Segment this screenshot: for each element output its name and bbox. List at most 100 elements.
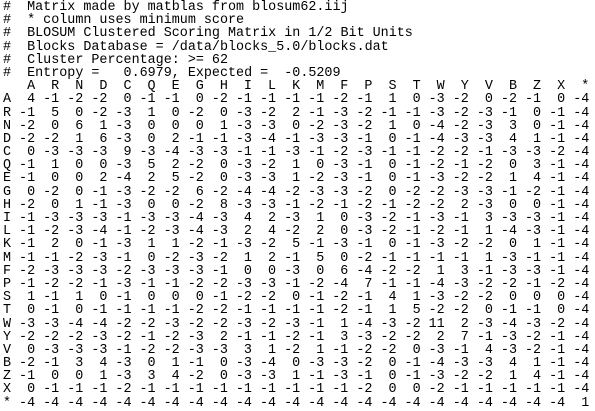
score-cell: -1: [404, 145, 421, 161]
score-cell: -1: [452, 211, 469, 226]
score-cell: -2: [308, 276, 325, 292]
score-cell: -2: [404, 316, 421, 332]
score-cell: -1: [549, 211, 566, 226]
score-cell: -1: [404, 105, 421, 121]
score-cell: -2: [43, 224, 60, 240]
score-cell: -1: [115, 303, 132, 319]
score-cell: -2: [163, 329, 180, 345]
score-cell: 1: [533, 356, 542, 372]
score-cell: -1: [115, 290, 132, 306]
score-cell: -3: [284, 211, 301, 226]
score-cell: -2: [187, 237, 204, 253]
score-cell: 0: [99, 290, 108, 306]
score-cell: 4: [171, 369, 180, 385]
matrix-row: F -2 -3 -3 -3 -2 -3 -3 -3 -1 0 0 -3 0 6 -4 -2 -2 1 3 -1 -3 -3-…: [3, 263, 589, 279]
score-cell: -3: [43, 263, 60, 279]
score-cell: 0: [533, 118, 542, 134]
score-cell: -3: [476, 316, 493, 332]
score-cell: 0: [75, 303, 84, 319]
matrix-row: * -4 -4 -4 -4 -4 -4 -4 -4 -4 -4 -4 -4 -4 -4 -4 -4 -4 -4 -4-…: [3, 396, 589, 410]
score-cell: -1: [91, 303, 108, 319]
score-cell: 3: [75, 356, 84, 372]
score-cell: -1: [308, 303, 325, 319]
score-cell: -4: [332, 276, 349, 292]
score-cell: -1: [139, 329, 156, 345]
score-cell: 0: [388, 369, 397, 385]
score-cell: -2: [380, 211, 397, 226]
score-cell: 4: [508, 131, 517, 147]
score-cell: -1: [452, 158, 469, 174]
score-cell: -3: [428, 290, 445, 306]
score-cell: -1: [235, 329, 252, 345]
score-cell: -1: [43, 356, 60, 372]
score-cell: -3: [284, 316, 301, 332]
score-cell: 1: [75, 131, 84, 147]
score-cell: -1: [500, 382, 517, 398]
score-cell: 7: [460, 329, 469, 345]
score-cell: -1: [19, 237, 36, 253]
score-cell: -3: [115, 118, 132, 134]
score-cell: -3: [452, 184, 469, 200]
score-cell: 0: [195, 118, 204, 134]
score-cell: -2: [115, 382, 132, 398]
score-cell: -3: [91, 329, 108, 345]
score-cell: -1: [356, 131, 373, 147]
score-cell: -2: [235, 290, 252, 306]
score-cell: 0: [147, 250, 156, 266]
score-cell: -1: [187, 131, 204, 147]
matrix-row: E -1 0 0 2 -4 2 5 -2 0 -3 -3 1 -2 -3 -1 0 -1 -3 -2 -2 1 4 -1 -4: [3, 171, 589, 187]
score-cell: -1: [211, 263, 228, 279]
score-cell: -3: [500, 263, 517, 279]
score-cell: -2: [67, 92, 84, 108]
score-cell: -1: [549, 263, 566, 279]
matrix-row: B -2 -1 3 4 -3 0 1 -1 0 -3 -4 0 -3 -3 -2 0 -1 -4 -3 -3 4 1 -1 -4: [3, 356, 589, 372]
score-cell: 0: [123, 92, 132, 108]
score-cell: 4: [243, 211, 252, 226]
score-cell: -3: [525, 263, 542, 279]
score-cell: -1: [91, 237, 108, 253]
row-label: M: [3, 250, 12, 266]
column-label: G: [195, 79, 204, 95]
score-cell: -1: [549, 356, 566, 372]
score-cell: 1: [27, 290, 36, 306]
score-cell: -1: [67, 382, 84, 398]
matrix-row: I -1 -3 -3 -3 -1 -3 -3 -4 -3 4 2 -3 1 0 -3 -2 -1 -3 -1 3 -3 -3…: [3, 211, 589, 226]
score-cell: -2: [356, 356, 373, 372]
score-cell: 0: [75, 237, 84, 253]
score-cell: -1: [549, 171, 566, 187]
score-cell: -2: [163, 250, 180, 266]
score-cell: -2: [380, 329, 397, 345]
score-cell: -2: [284, 329, 301, 345]
score-cell: -3: [187, 263, 204, 279]
score-cell: -4: [91, 316, 108, 332]
score-cell: -1: [91, 276, 108, 292]
score-cell: 1: [533, 131, 542, 147]
matrix-row: P -1 -2 -2 -1 -3 -1 -1 -2 -2 -3 -3 -1 -2 -4 7 -1 -1 -4 -3 -2…: [3, 276, 589, 292]
score-cell: 6: [195, 184, 204, 200]
score-cell: -4: [573, 92, 590, 108]
row-label: X: [3, 382, 12, 398]
score-cell: 8: [219, 197, 228, 213]
score-cell: -3: [428, 92, 445, 108]
score-cell: -1: [380, 250, 397, 266]
score-cell: -2: [115, 329, 132, 345]
score-cell: -2: [211, 276, 228, 292]
row-label: T: [3, 303, 12, 319]
score-cell: -1: [404, 276, 421, 292]
score-cell: -3: [235, 369, 252, 385]
score-cell: -3: [259, 171, 277, 187]
matrix-row: R -1 5 0 -2 -3 1 0 -2 0 -3 -2 2 -1 -3 -2 -1 -1 -3 -2 -3 -1 0 -1…: [3, 105, 589, 121]
score-cell: -3: [115, 105, 132, 121]
score-cell: -1: [356, 237, 373, 253]
score-cell: 1: [219, 118, 228, 134]
column-label: Y: [460, 79, 469, 95]
score-cell: -2: [211, 316, 228, 332]
score-cell: -2: [139, 184, 156, 200]
score-cell: -2: [43, 276, 60, 292]
score-cell: 2: [171, 131, 180, 147]
score-cell: -3: [308, 131, 325, 147]
score-cell: 6: [340, 263, 349, 279]
score-cell: -3: [332, 158, 349, 174]
score-cell: -3: [211, 342, 228, 358]
score-cell: 0: [557, 290, 566, 306]
